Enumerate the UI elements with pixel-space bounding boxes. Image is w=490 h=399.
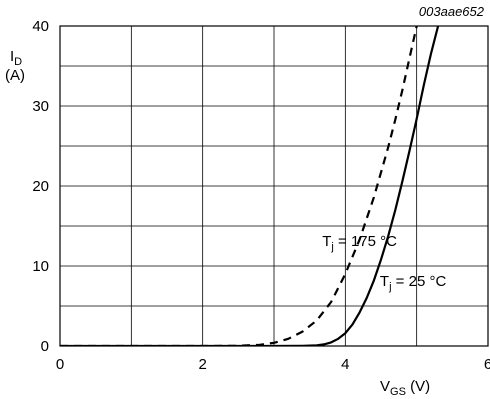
series-label-0: Tj = 175 °C [322,233,397,253]
annotations: Tj = 175 °C Tj = 25 °C [322,233,446,293]
figure-reference-code: 003aae652 [419,4,485,19]
x-tick-label: 4 [341,356,349,373]
plot-frame [59,25,489,347]
y-axis-label: ID [10,48,22,68]
x-tick-label: 2 [198,356,206,373]
tick-labels: 0 2 4 6 0 10 20 30 40 [32,18,490,373]
x-axis-symbol: V [380,378,390,395]
grid [60,26,488,346]
x-axis-unit: (V) [406,378,430,395]
series-label-1: Tj = 25 °C [380,273,447,293]
y-axis-symbol: I [10,48,14,65]
series-line-tj-175c [60,26,418,346]
x-tick-label: 6 [484,356,490,373]
y-tick-label: 0 [41,338,49,355]
y-tick-label: 10 [32,258,49,275]
y-tick-label: 30 [32,98,49,115]
y-axis-subscript: D [14,56,22,68]
series-line-tj-25c [60,26,440,346]
x-axis-subscript: GS [390,386,406,398]
x-tick-label: 0 [56,356,64,373]
series-layer [60,26,440,346]
y-tick-label: 20 [32,178,49,195]
x-axis-label: VGS (V) [380,378,430,398]
y-tick-label: 40 [32,18,49,35]
y-axis-unit: (A) [5,67,25,84]
